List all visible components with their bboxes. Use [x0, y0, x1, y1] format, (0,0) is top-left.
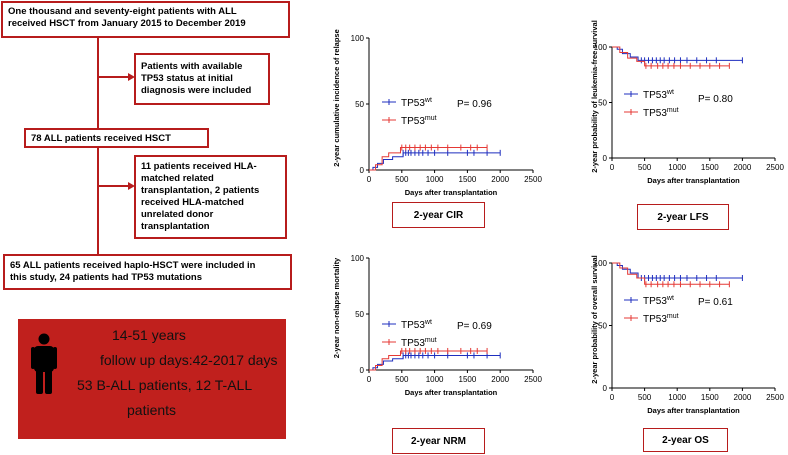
os-y-tick-label: 0 [603, 384, 608, 393]
os-series-mut-line [612, 262, 730, 285]
flow-box-included: Patients with available TP53 status at i… [134, 53, 270, 105]
os-legend-label: TP53mut [643, 313, 679, 325]
nrm-legend-label: TP53mut [401, 337, 437, 349]
nrm-y-tick-label: 50 [355, 310, 364, 319]
nrm-y-tick-label: 0 [360, 366, 365, 375]
lfs-chart: 0 500 1000 1500 2000 2500 0 50 100 Days after tra… [590, 20, 784, 185]
os-series-wt-line [612, 262, 743, 279]
nrm-legend-label: TP53wt [401, 319, 432, 331]
summary-types-line1: 53 B-ALL patients, 12 T-ALL [77, 377, 253, 393]
flow-box-included-line: TP53 status at initial [141, 73, 233, 84]
flow-box-excluded: 11 patients received HLA- matched relate… [134, 155, 287, 239]
cir-x-tick-label: 2000 [491, 175, 509, 184]
os-x-tick-label: 1500 [701, 393, 719, 402]
nrm-caption: 2-year NRM [392, 428, 485, 454]
lfs-x-tick-label: 500 [638, 163, 652, 172]
lfs-legend-label: TP53wt [643, 89, 674, 101]
nrm-y-tick-label: 100 [351, 254, 365, 263]
os-x-tick-label: 2000 [734, 393, 752, 402]
lfs-series-wt-line [612, 46, 743, 61]
flow-box-total-line: One thousand and seventy-eight patients … [8, 6, 237, 17]
flow-box-final-line: 65 ALL patients received haplo-HSCT were… [10, 260, 256, 271]
nrm-x-tick-label: 1000 [426, 375, 444, 384]
nrm-x-tick-label: 2000 [491, 375, 509, 384]
lfs-x-tick-label: 1000 [668, 163, 686, 172]
lfs-y-tick-label: 0 [603, 154, 608, 163]
cir-x-tick-label: 2500 [524, 175, 542, 184]
flow-box-excluded-line: received HLA-matched [141, 197, 244, 208]
os-y-tick-label: 50 [598, 322, 607, 331]
lfs-series-mut-line [612, 46, 730, 67]
lfs-legend-label: TP53mut [643, 107, 679, 119]
cir-x-tick-label: 1000 [426, 175, 444, 184]
lfs-x-tick-label: 1500 [701, 163, 719, 172]
flow-box-final: 65 ALL patients received haplo-HSCT were… [3, 254, 292, 290]
os-x-tick-label: 1000 [668, 393, 686, 402]
nrm-series-mut-line [369, 350, 488, 371]
cir-x-tick-label: 500 [395, 175, 409, 184]
cir-legend-label: TP53mut [401, 115, 437, 127]
nrm-x-tick-label: 2500 [524, 375, 542, 384]
lfs-x-tick-label: 2000 [734, 163, 752, 172]
cir-chart: 0 500 1000 1500 2000 2500 0 50 100 Days after tra… [332, 29, 542, 197]
cir-caption: 2-year CIR [392, 202, 485, 228]
cir-x-tick-label: 1500 [459, 175, 477, 184]
summary-panel: 14-51 years follow up days:42-2017 days … [18, 319, 286, 439]
lfs-y-axis-label: 2-year probability of leukemia-free surv… [590, 20, 599, 173]
summary-followup: follow up days:42-2017 days [100, 352, 278, 368]
os-x-tick-label: 2500 [766, 393, 784, 402]
flow-box-included-line: Patients with available [141, 61, 243, 72]
os-y-axis-label: 2-year probability of overall survival [590, 255, 599, 383]
summary-age: 14-51 years [112, 327, 186, 343]
flow-box-excluded-line: unrelated donor [141, 209, 214, 220]
os-y-tick-label: 100 [594, 259, 608, 268]
os-x-axis-label: Days after transplantation [647, 406, 740, 415]
flow-box-78: 78 ALL patients received HSCT [24, 128, 209, 148]
flow-box-excluded-line: transplantation, 2 patients [141, 185, 260, 196]
cir-x-axis-label: Days after transplantation [405, 188, 498, 197]
cir-series-mut-line [369, 147, 488, 171]
flow-box-total-line: received HSCT from January 2015 to Decem… [8, 18, 246, 29]
lfs-p-value: P= 0.80 [698, 94, 733, 105]
lfs-x-tick-label: 2500 [766, 163, 784, 172]
os-caption: 2-year OS [643, 428, 728, 452]
flow-arrow-1-head [128, 73, 135, 81]
cir-y-axis-label: 2-year cumulative incidence of relapse [332, 29, 341, 167]
cir-legend-label: TP53wt [401, 97, 432, 109]
os-x-tick-label: 500 [638, 393, 652, 402]
flow-box-excluded-line: 11 patients received HLA- [141, 161, 257, 172]
nrm-p-value: P= 0.69 [457, 321, 492, 332]
flow-box-excluded-line: matched related [141, 173, 214, 184]
nrm-y-axis-label: 2-year non-relapse mortality [332, 257, 341, 358]
flow-arrow-2-head [128, 182, 135, 190]
nrm-chart: 0 500 1000 1500 2000 2500 0 50 100 Days after tra… [332, 254, 542, 397]
lfs-y-tick-label: 50 [598, 99, 607, 108]
flow-box-final-line: this study, 24 patients had TP53 mutatio… [10, 272, 202, 283]
lfs-y-tick-label: 100 [594, 43, 608, 52]
cir-y-tick-label: 50 [355, 100, 364, 109]
flow-box-total: One thousand and seventy-eight patients … [1, 1, 290, 38]
flow-box-excluded-line: transplantation [141, 221, 210, 232]
cir-p-value: P= 0.96 [457, 99, 492, 110]
nrm-x-tick-label: 0 [367, 375, 372, 384]
flow-box-78-line: 78 ALL patients received HSCT [31, 133, 171, 144]
nrm-x-axis-label: Days after transplantation [405, 388, 498, 397]
person-icon [31, 333, 57, 394]
nrm-x-tick-label: 1500 [459, 375, 477, 384]
cir-series-wt-line [369, 152, 501, 171]
lfs-x-tick-label: 0 [610, 163, 615, 172]
summary-types-line2: patients [127, 402, 177, 418]
lfs-x-axis-label: Days after transplantation [647, 176, 740, 185]
lfs-caption: 2-year LFS [637, 204, 729, 230]
os-p-value: P= 0.61 [698, 297, 733, 308]
cir-x-tick-label: 0 [367, 175, 372, 184]
os-x-tick-label: 0 [610, 393, 615, 402]
flow-box-included-line: diagnosis were included [141, 85, 252, 96]
os-chart: 0 500 1000 1500 2000 2500 0 50 100 Days after tra… [590, 255, 784, 415]
nrm-x-tick-label: 500 [395, 375, 409, 384]
cir-y-tick-label: 100 [351, 34, 365, 43]
cir-y-tick-label: 0 [360, 166, 365, 175]
flowchart-connectors [97, 38, 135, 254]
os-legend-label: TP53wt [643, 295, 674, 307]
